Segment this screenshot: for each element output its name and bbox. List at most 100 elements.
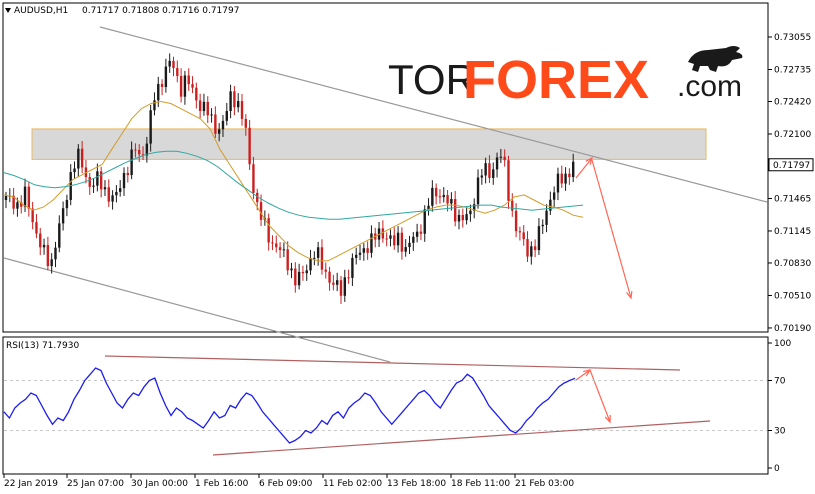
moving-average-line-1 — [3, 100, 584, 262]
price-tick-label: 0.72100 — [774, 130, 811, 140]
candle-body — [537, 226, 541, 251]
candle-body — [415, 231, 419, 237]
candle-body — [252, 164, 255, 193]
price-tick-label: 0.70190 — [774, 324, 811, 334]
candle-body — [172, 60, 175, 69]
candle-body — [518, 231, 522, 233]
candle-body — [35, 222, 38, 234]
candle-body — [408, 242, 411, 248]
candle-body — [332, 282, 335, 285]
candle-body — [347, 277, 350, 279]
rsi-tick-label: 70 — [774, 377, 786, 387]
price-tick-label: 0.73055 — [774, 33, 811, 43]
candle-body — [320, 247, 324, 270]
candle-body — [541, 224, 544, 227]
candle-body — [42, 244, 46, 248]
candle-body — [431, 187, 434, 206]
candle-body — [305, 270, 308, 274]
rsi-y-axis: 100 70 30 0 — [768, 339, 791, 474]
candle-body — [115, 191, 118, 196]
candle-body — [427, 205, 430, 210]
candle-body — [237, 101, 240, 108]
candle-body — [65, 199, 69, 209]
candle-body — [46, 244, 50, 267]
candle-body — [412, 236, 415, 243]
candle-body — [31, 208, 34, 223]
candle-body — [217, 129, 221, 134]
candle-body — [571, 161, 575, 178]
candle-body — [473, 204, 476, 211]
candle-body — [99, 171, 103, 190]
candle-body — [385, 238, 388, 240]
candle-body — [92, 185, 95, 187]
price-tick-label: 0.70510 — [774, 291, 811, 301]
candle-body — [191, 84, 194, 88]
candle-body — [533, 246, 537, 251]
price-tick-label: 0.72420 — [774, 97, 811, 107]
candle-body — [111, 195, 114, 202]
candle-body — [328, 271, 331, 283]
time-tick-label: 21 Feb 03:00 — [515, 479, 574, 489]
candle-body — [96, 171, 99, 186]
candle-body — [324, 269, 327, 272]
candle-body — [20, 202, 23, 207]
candle-body — [198, 100, 202, 112]
channel-lines — [3, 26, 768, 363]
current-price-label: 0.71797 — [773, 161, 810, 171]
candle-body — [396, 232, 400, 246]
candle-body — [495, 157, 499, 170]
candle-body — [187, 75, 190, 85]
rsi-series — [3, 355, 767, 456]
moving-average-line-2 — [3, 150, 584, 220]
candle-body — [389, 235, 392, 239]
candle-body — [480, 175, 484, 178]
candle-body — [80, 148, 84, 168]
price-pane — [2, 2, 769, 333]
candle-body — [12, 195, 15, 209]
time-tick-label: 6 Feb 09:00 — [259, 479, 313, 489]
candle-body — [400, 232, 404, 252]
rsi-arrow-down — [589, 369, 611, 423]
candle-body — [339, 280, 343, 296]
candle-body — [16, 202, 19, 209]
price-arrow-down — [591, 159, 632, 299]
price-tick-label: 0.71145 — [774, 227, 811, 237]
candle-body — [160, 83, 164, 88]
candle-body — [149, 110, 152, 144]
candle-body — [450, 199, 453, 204]
candle-body — [138, 149, 141, 155]
candle-body — [560, 173, 563, 184]
price-arrow-up — [575, 157, 593, 179]
resistance-zone — [31, 128, 707, 160]
candle-body — [145, 143, 149, 156]
candle-body — [488, 163, 491, 178]
symbol-dropdown-icon[interactable] — [5, 8, 11, 13]
candle-body — [556, 173, 560, 193]
time-tick-label: 18 Feb 11:00 — [451, 479, 510, 489]
rsi-pane — [2, 336, 769, 475]
candle-body — [130, 149, 133, 176]
candle-body — [164, 66, 168, 88]
candle-body — [58, 223, 61, 248]
time-x-axis: 22 Jan 2019 25 Jan 07:00 30 Jan 00:00 1 Feb… — [3, 474, 574, 489]
candle-body — [4, 195, 8, 200]
candle-body — [461, 214, 464, 221]
candle-body — [457, 214, 461, 222]
candle-body — [122, 172, 126, 189]
price-y-axis: 0.73055 0.72735 0.72420 0.72100 0.71465 0.711… — [768, 33, 814, 334]
candle-body — [50, 259, 53, 267]
candle-body — [77, 148, 80, 169]
candle-body — [446, 195, 449, 204]
candle-body — [351, 257, 354, 278]
candle-body — [366, 248, 369, 253]
candle-body — [343, 277, 346, 296]
candle-body — [168, 60, 171, 67]
candle-body — [141, 154, 145, 156]
symbol-label: AUDUSD,H1 — [14, 6, 68, 16]
candle-body — [134, 149, 137, 151]
candle-body — [290, 268, 293, 271]
candle-body — [233, 91, 236, 108]
candle-body — [27, 186, 31, 209]
time-tick-label: 30 Jan 00:00 — [131, 479, 188, 489]
